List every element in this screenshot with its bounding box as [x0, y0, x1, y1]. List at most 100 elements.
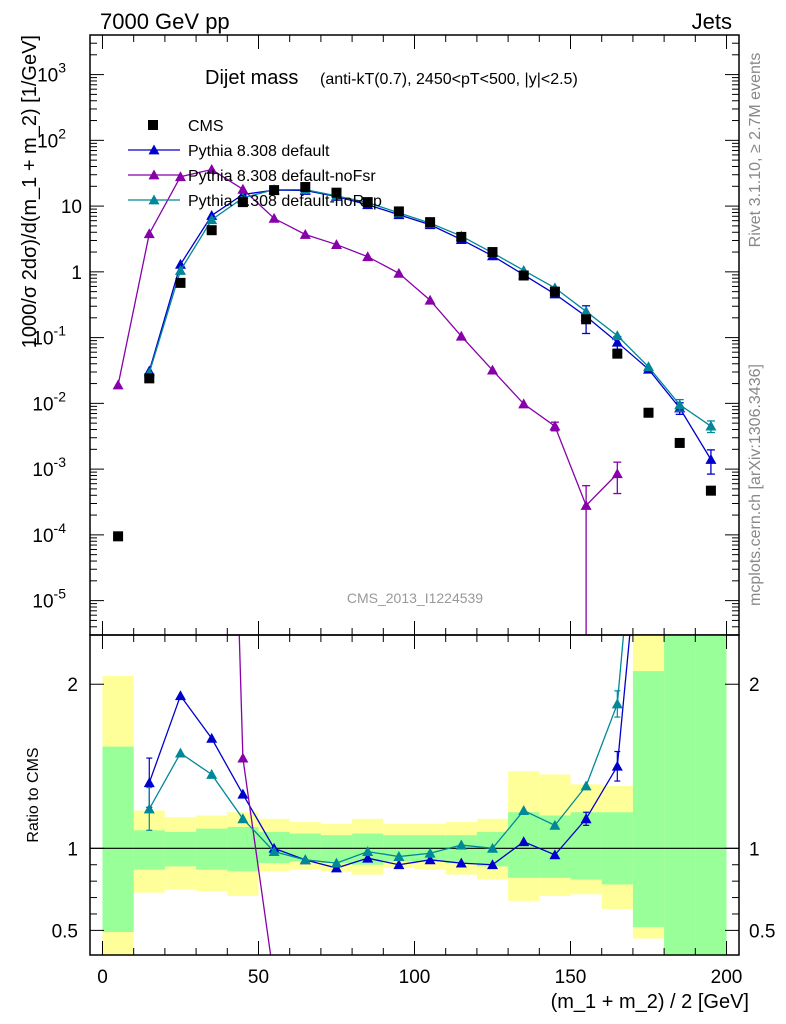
data-point	[425, 217, 436, 228]
ratio-y-tick-label: 0.5	[52, 921, 78, 942]
main-series-point	[299, 228, 311, 239]
ratio-series-point	[362, 846, 374, 857]
ratio-series-point	[268, 846, 280, 857]
main-title-text: Dijet mass	[205, 67, 298, 89]
ratio-series-point	[487, 842, 499, 853]
legend-marker	[148, 169, 160, 180]
data-point	[549, 286, 560, 297]
header-right: Jets	[692, 9, 732, 34]
main-series-point	[237, 183, 249, 194]
ratio-series-point	[206, 768, 218, 779]
ratio-series-point	[237, 813, 249, 824]
main-series-point	[268, 212, 280, 223]
ratio-series-point	[299, 854, 311, 865]
main-series-point	[611, 336, 623, 347]
main-title: Dijet mass	[205, 67, 298, 89]
main-series-point	[674, 399, 686, 410]
ratio-series-point	[518, 836, 530, 847]
header-left: 7000 GeV pp	[100, 9, 230, 34]
x-axis-label: (m_1 + m_2) / 2 [GeV]	[551, 991, 749, 1013]
data-point	[237, 197, 248, 208]
main-y-tick-label: 10-3	[32, 454, 66, 481]
main-series-point	[611, 468, 623, 479]
main-y-tick-label: 10	[61, 197, 82, 218]
ratio-series-point	[143, 803, 155, 814]
ratio-series-point	[580, 813, 592, 824]
x-tick-label: 100	[399, 967, 431, 988]
main-series-point	[643, 361, 655, 372]
ratio-series-point	[487, 859, 499, 870]
ratio-y-tick-label-right: 1	[749, 839, 760, 860]
main-series-point	[611, 330, 623, 341]
main-series-line	[117, 168, 618, 507]
main-y-tick-label: 10-4	[32, 520, 66, 547]
main-series-point	[455, 330, 467, 341]
ratio-series-point	[393, 859, 405, 870]
main-series-point	[705, 420, 717, 431]
main-series-point	[424, 294, 436, 305]
data-point	[581, 314, 592, 325]
main-series-point	[112, 379, 124, 390]
ratio-series-point	[393, 851, 405, 861]
ratio-series-point	[174, 747, 186, 758]
ratio-series-point	[424, 847, 436, 858]
x-tick-label: 50	[248, 967, 269, 988]
main-series-point	[206, 164, 218, 174]
data-point	[393, 206, 404, 217]
legend: CMS Pythia 8.308 default Pythia 8.308 defa…	[128, 118, 382, 210]
main-series-point	[174, 171, 186, 182]
ratio-series-point	[174, 690, 186, 701]
main-series-point	[206, 214, 218, 225]
main-y-axis-label: 1000/σ 2dσ)/d(m_1 + m_2) [1/GeV]	[19, 35, 41, 348]
legend-marker	[148, 194, 160, 205]
main-series-point	[330, 239, 342, 249]
uncertainty-band-inner	[695, 635, 727, 955]
ratio-series-point	[518, 805, 530, 815]
data-point	[487, 247, 498, 258]
legend-label: Pythia 8.308 default-noRep	[188, 193, 382, 210]
ratio-series-point	[580, 780, 592, 791]
data-point	[331, 187, 342, 198]
main-series-point	[518, 398, 530, 409]
data-point	[300, 182, 311, 193]
main-series-point	[174, 264, 186, 275]
main-series-line	[148, 189, 712, 460]
ratio-series-point	[611, 698, 623, 709]
x-tick-label: 150	[555, 967, 587, 988]
legend-marker	[148, 120, 158, 130]
uncertainty-band-inner	[196, 828, 228, 870]
main-series-point	[549, 420, 561, 431]
main-series-point	[362, 251, 374, 262]
data-point	[456, 231, 467, 242]
main-series-point	[580, 305, 592, 316]
ratio-series-point	[143, 777, 155, 788]
uncertainty-band-inner	[164, 831, 197, 867]
uncertainty-band-inner	[664, 635, 696, 955]
uncertainty-band-inner	[102, 746, 134, 933]
watermark: CMS_2013_I1224539	[347, 590, 483, 606]
legend-label: Pythia 8.308 default	[188, 143, 330, 160]
data-point	[206, 225, 217, 236]
data-point	[362, 197, 373, 208]
ratio-series-point	[611, 760, 623, 771]
data-point	[269, 185, 280, 196]
main-title-detail: (anti-kT(0.7), 2450<pT<500, |y|<2.5)	[320, 71, 578, 88]
ratio-series-point	[424, 854, 436, 865]
main-y-tick-label: 10-2	[32, 388, 66, 415]
ratio-y-tick-label-right: 2	[749, 675, 760, 696]
rivet-label: Rivet 3.1.10, ≥ 2.7M events	[747, 53, 764, 248]
ratio-series-point	[549, 819, 561, 830]
data-point	[144, 373, 155, 384]
x-tick-label: 0	[97, 967, 108, 988]
main-series-point	[393, 267, 405, 278]
ratio-series-point	[330, 857, 342, 868]
ratio-series-point	[455, 857, 467, 868]
ratio-series-point	[206, 732, 218, 743]
main-series-point	[143, 228, 155, 239]
main-series-point	[705, 454, 717, 464]
data-point	[612, 348, 623, 359]
ratio-series-point	[362, 852, 374, 863]
data-point	[705, 485, 716, 496]
